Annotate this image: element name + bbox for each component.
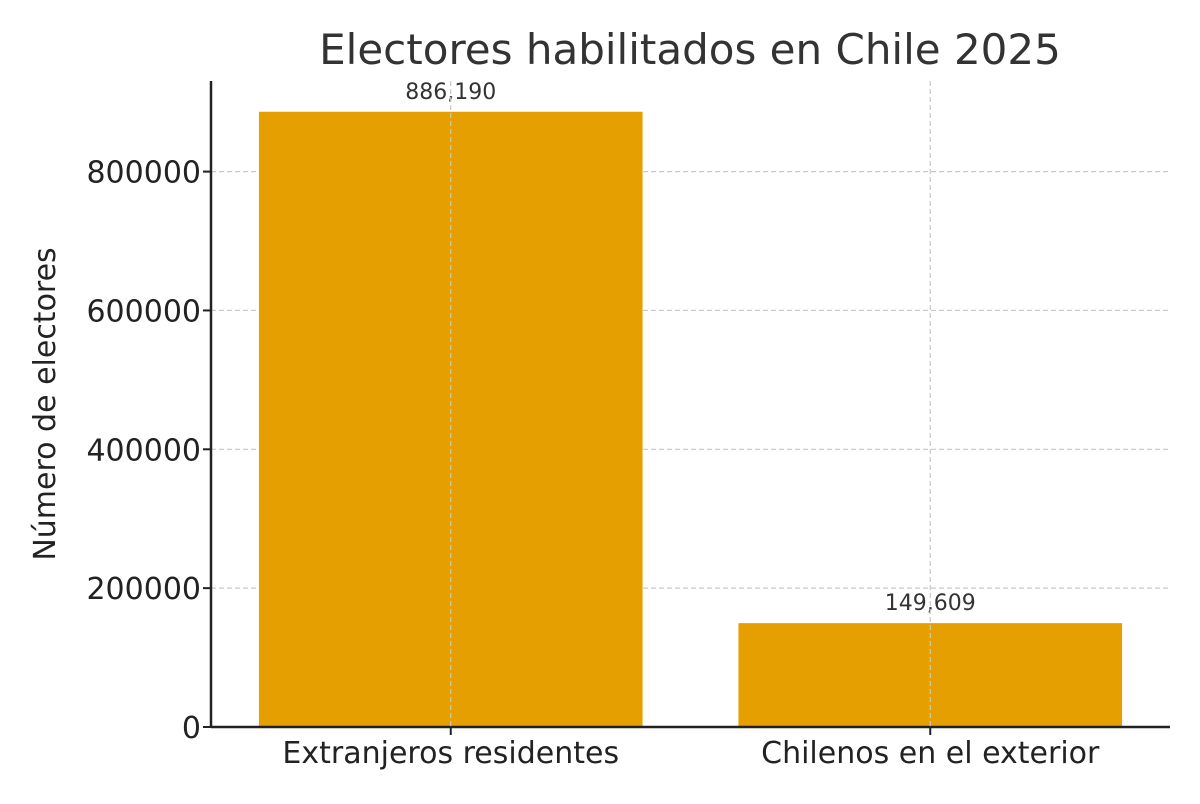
x-tick-label: Chilenos en el exterior — [761, 736, 1100, 771]
y-axis-label: Número de electores — [28, 247, 63, 560]
y-tick-label: 600000 — [86, 294, 201, 329]
x-tick-label: Extranjeros residentes — [282, 736, 619, 771]
y-tick-label: 400000 — [86, 433, 201, 468]
y-tick-label: 200000 — [86, 572, 201, 607]
y-tick-label: 800000 — [86, 156, 201, 191]
chart-title: Electores habilitados en Chile 2025 — [319, 25, 1061, 74]
y-tick-label: 0 — [182, 711, 201, 746]
